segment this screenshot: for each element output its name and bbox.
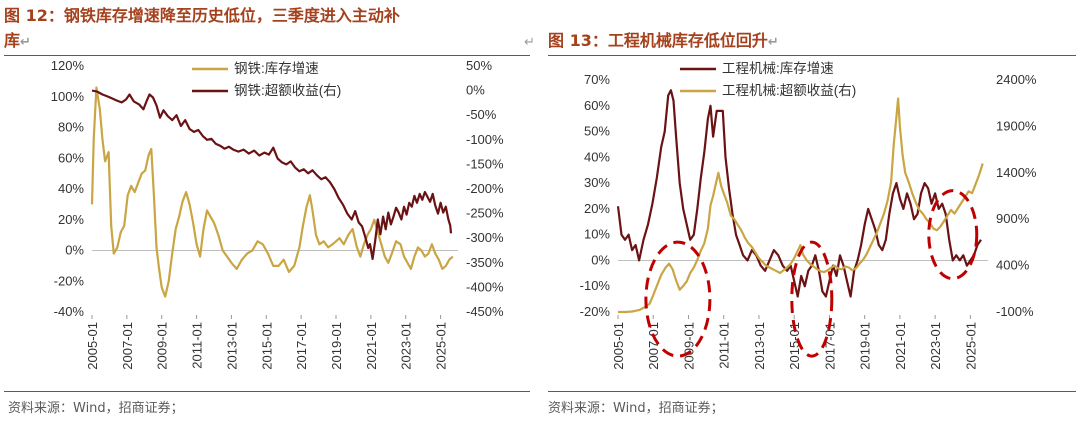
y-tick-left: 20% [58,212,84,227]
y-tick-left: 100% [51,89,85,104]
x-tick-label: 2011-01 [717,322,732,369]
x-tick-label: 2025-01 [434,322,449,370]
x-tick-label: 2021-01 [364,322,379,370]
x-tick-label: 2009-01 [155,322,170,370]
y-tick-left: 0% [591,252,610,267]
x-tick-label: 2013-01 [752,322,767,370]
y-tick-right: -50% [466,107,497,122]
y-tick-right: -250% [466,206,504,221]
y-tick-left: 30% [584,175,610,190]
x-tick-label: 2009-01 [681,322,696,370]
y-tick-left: 40% [584,149,610,164]
y-tick-left: 50% [584,124,610,139]
legend-label-1: 钢铁:库存增速 [234,61,319,76]
series-line-2 [91,89,453,260]
title-rule-right [548,55,1076,56]
return-mark: ↵ [524,35,535,50]
y-tick-right: 2400% [996,72,1037,87]
y-tick-right: -150% [466,156,504,171]
annotation-ellipse-2 [790,240,834,358]
y-tick-right: 1400% [996,165,1037,180]
x-tick-label: 2011-01 [190,322,205,369]
legend-label-2: 钢铁:超额收益(右) [234,83,341,98]
y-tick-left: 70% [584,72,610,87]
x-tick-label: 2023-01 [399,322,414,370]
chart-title-fig13: 图 13：工程机械库存低位回升↵ [548,31,779,50]
legend-label-2: 工程机械:超额收益(右) [722,83,856,98]
y-tick-right: -350% [466,255,504,270]
y-tick-left: 60% [58,150,84,165]
x-tick-label: 2005-01 [611,322,626,370]
chart-fig12: 120% 100% 80% 60% 40% 20% 0% -20% -40% 50% 0% -50% -… [51,58,504,370]
return-mark: ↵ [767,35,779,50]
y-tick-right: 400% [996,258,1030,273]
y-tick-left: 120% [51,58,85,73]
annotation-ellipse-1 [644,240,712,358]
x-tick-label: 2007-01 [120,322,135,370]
x-tick-label: 2017-01 [294,322,309,370]
x-tick-label: 2019-01 [329,322,344,370]
bottom-rule-right [548,391,1076,392]
source-note-left: 资料来源：Wind，招商证券； [8,401,184,416]
y-tick-left: -40% [54,304,85,319]
y-tick-right: -200% [466,181,504,196]
series-line-2 [618,97,984,314]
x-tick-label: 2007-01 [646,322,661,370]
y-tick-left: -20% [54,273,85,288]
x-tick-label: 2019-01 [858,322,873,370]
y-tick-left: 40% [58,181,84,196]
y-tick-right: 900% [996,211,1030,226]
y-tick-right: 1900% [996,118,1037,133]
legend-label-1: 工程机械:库存增速 [722,61,834,76]
y-tick-left: -20% [580,304,611,319]
series-line-1 [616,89,982,298]
x-tick-label: 2015-01 [787,322,802,370]
title-rule-left [4,55,530,56]
y-tick-left: 60% [584,98,610,113]
x-tick-label: 2013-01 [224,322,239,370]
y-tick-right: 50% [466,58,492,73]
chart-fig13: 70% 60% 50% 40% 30% 20% 10% 0% -10% -20% 2400% 1900… [580,61,1037,370]
y-tick-left: 0% [65,243,84,258]
chart-title-fig12: 图 12：钢铁库存增速降至历史低位，三季度进入主动补 [4,5,400,27]
y-tick-right: -400% [466,279,504,294]
y-tick-right: -300% [466,230,504,245]
return-mark: ↵ [20,35,31,50]
series-line-1 [90,86,454,298]
x-tick-label: 2023-01 [928,322,943,370]
x-tick-label: 2005-01 [85,322,100,370]
y-tick-right: -100% [466,132,504,147]
y-tick-left: 10% [584,227,610,242]
y-tick-left: -10% [580,278,611,293]
y-tick-left: 20% [584,201,610,216]
x-tick-label: 2017-01 [822,322,837,370]
y-tick-right: -100% [996,304,1034,319]
x-tick-label: 2015-01 [259,322,274,370]
y-tick-right: -450% [466,304,504,319]
chart-title-line1: 图 12：钢铁库存增速降至历史低位，三季度进入主动补 [4,6,400,25]
y-tick-left: 80% [58,120,84,135]
x-tick-label: 2021-01 [893,322,908,370]
x-tick-label: 2025-01 [963,322,978,370]
y-tick-right: 0% [466,83,485,98]
chart-title-fig12-line2: 库↵ [4,31,31,50]
annotation-ellipse-3 [927,189,979,281]
bottom-rule-left [4,391,530,392]
source-note-right: 资料来源：Wind，招商证券； [548,401,724,416]
